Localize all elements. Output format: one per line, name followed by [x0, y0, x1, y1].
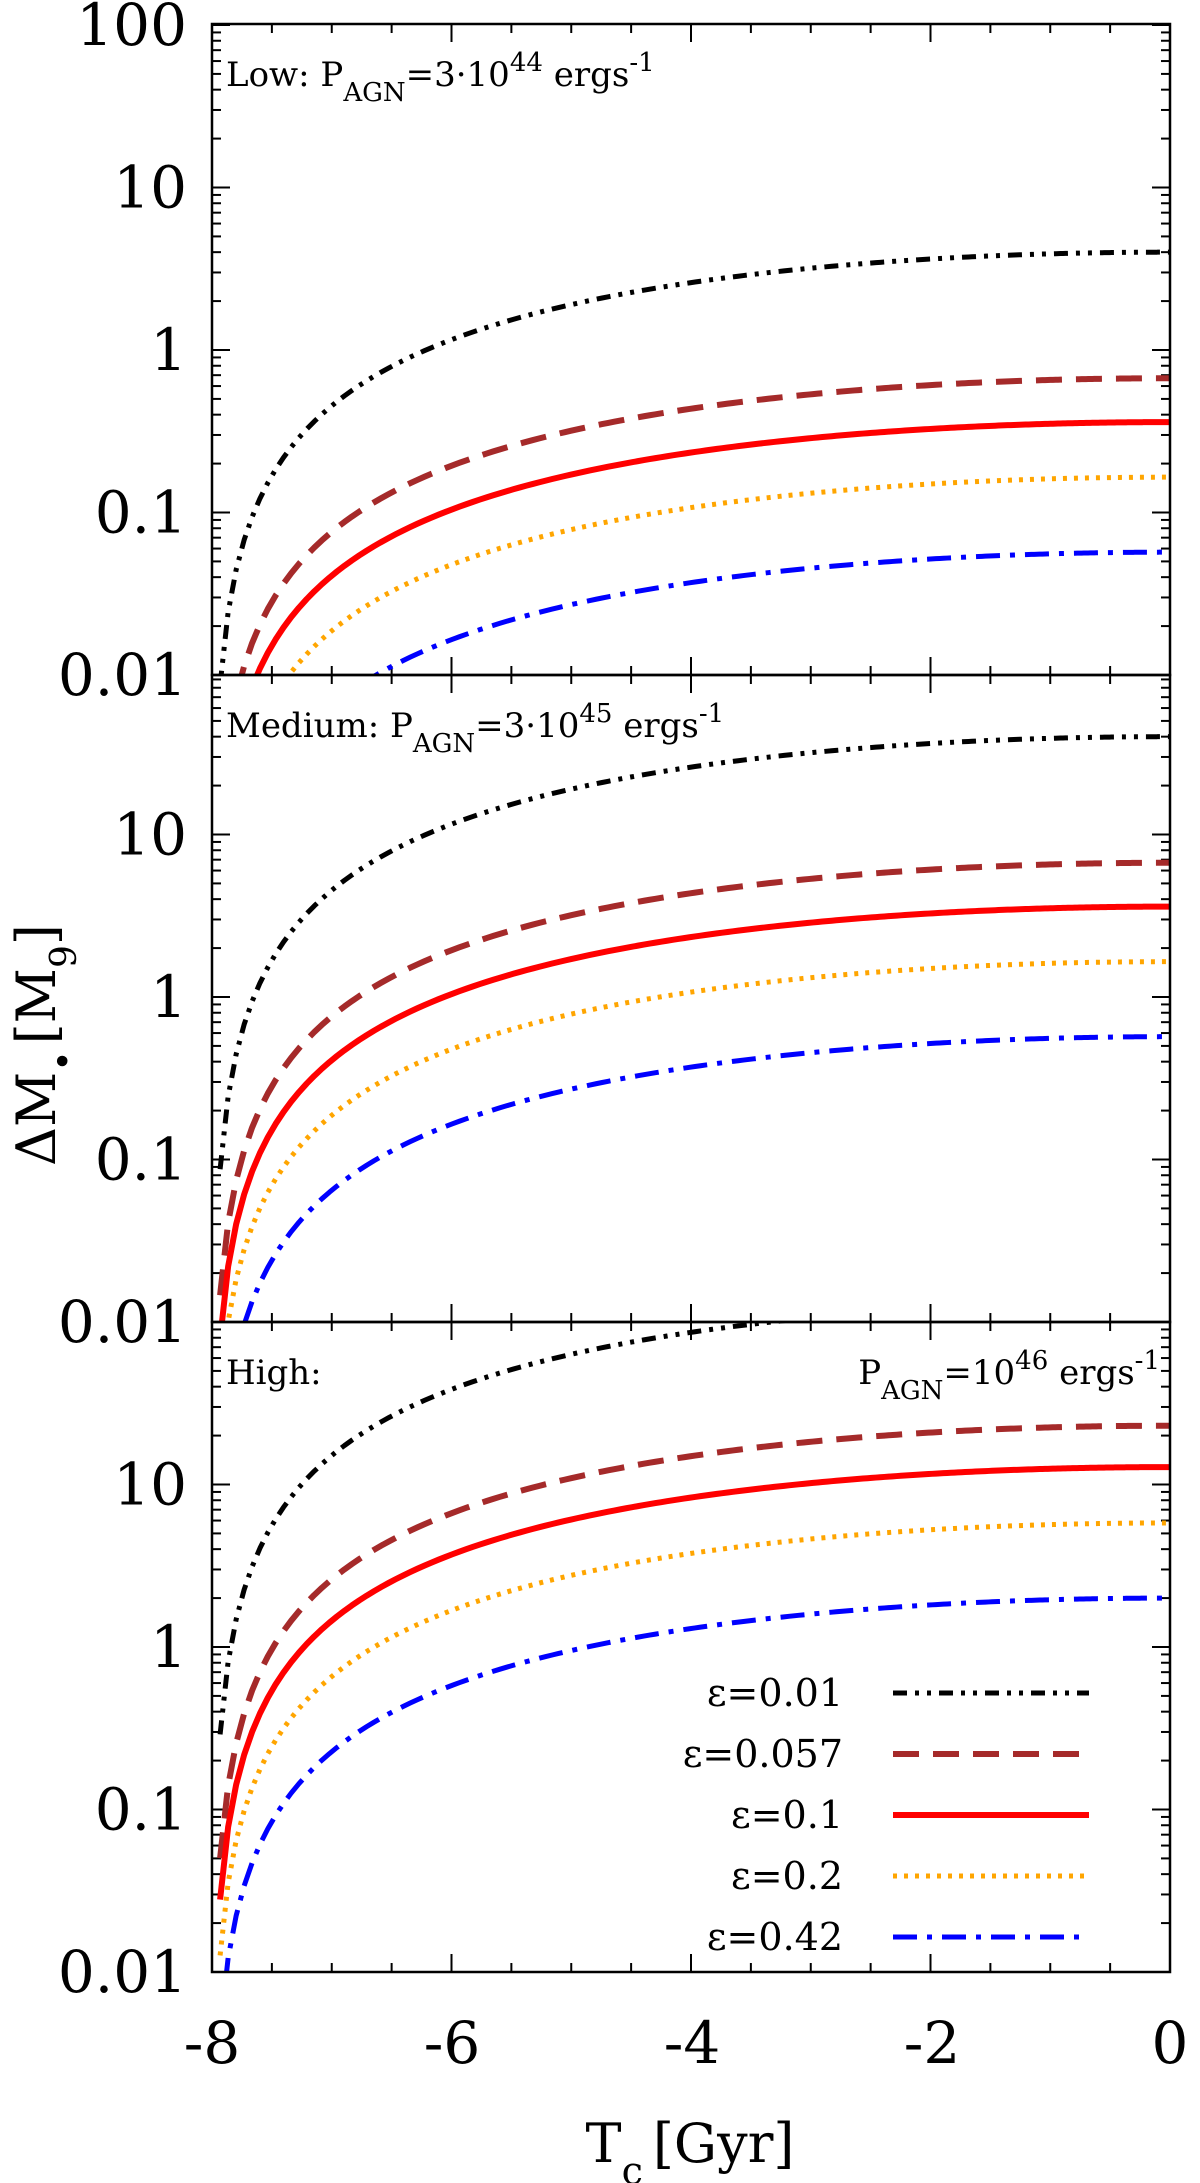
x-tick-label: -4 — [664, 2009, 721, 2077]
curves — [217, 1322, 1170, 1972]
power-unit: ergs — [1048, 1353, 1134, 1393]
legend-label: ε=0.1 — [731, 1793, 843, 1837]
legend-label: ε=0.057 — [683, 1732, 843, 1776]
y-tick-label: 0.01 — [58, 1938, 187, 2006]
y-tick-label: 10 — [113, 1451, 187, 1519]
series-line-5 — [242, 1034, 1170, 1322]
legend-label: ε=0.01 — [707, 1671, 843, 1715]
x-tick-label: -6 — [424, 2009, 481, 2077]
power-sub: AGN — [880, 1376, 943, 1406]
series-line-4 — [285, 474, 1170, 675]
panel-label: Medium: PAGN=3·1045 ergs-1 — [226, 699, 724, 759]
y-tick-label: 1 — [150, 1613, 187, 1681]
power-p: P — [858, 1353, 881, 1393]
power-value: =3·10 — [475, 706, 579, 746]
y-tick-label: 0.01 — [58, 641, 187, 709]
power-unit-exp: -1 — [1135, 1346, 1160, 1376]
y-tick-label: 100 — [76, 0, 187, 59]
series-line-2 — [217, 1422, 1170, 1859]
power-sub: AGN — [342, 78, 405, 108]
y-tick-label: 0.01 — [58, 1288, 187, 1356]
curves — [218, 249, 1170, 675]
panel-power-label: PAGN=1046 ergs-1 — [858, 1346, 1160, 1406]
power-value: =10 — [943, 1353, 1015, 1393]
y-tick-label: 0.1 — [95, 1126, 187, 1194]
panel-frame — [210, 22, 1172, 677]
series-line-3 — [218, 903, 1170, 1322]
power-p: P — [390, 706, 413, 746]
power-p: P — [320, 55, 343, 95]
y-axis-label: ΔM•[M9] — [5, 924, 85, 1166]
y-tick-label: 10 — [113, 154, 187, 222]
power-unit: ergs — [543, 55, 629, 95]
y-tick-label: 0.1 — [95, 479, 187, 547]
power-value: =3·10 — [406, 55, 510, 95]
legend-label: ε=0.42 — [707, 1915, 843, 1959]
series-line-1 — [217, 734, 1170, 1170]
power-exp: 44 — [510, 48, 543, 78]
series-line-2 — [217, 859, 1170, 1296]
y-tick-label: 0.1 — [95, 1776, 187, 1844]
legend-label: ε=0.2 — [731, 1854, 843, 1898]
x-axis-label: Tc [Gyr] — [586, 2112, 795, 2183]
power-unit: ergs — [612, 706, 698, 746]
y-tick-label: 10 — [113, 801, 187, 869]
power-unit-exp: -1 — [629, 48, 654, 78]
panel-2: 10 1 0.1 0.01 Medium: PAGN=3·1045 ergs-1 — [58, 673, 1172, 1356]
power-unit-exp: -1 — [699, 699, 724, 729]
panel-3: 10 1 0.1 0.01 High: PAGN=1046 ergs-1 — [58, 1320, 1172, 2006]
series-line-1 — [218, 249, 1170, 675]
x-tick-label: -2 — [904, 2009, 961, 2077]
power-exp: 46 — [1015, 1346, 1048, 1376]
series-line-3 — [253, 419, 1170, 675]
panel-label: High: — [226, 1353, 322, 1393]
x-tick-label: -8 — [184, 2009, 241, 2077]
panel-label: Low: PAGN=3·1044 ergs-1 — [226, 48, 655, 108]
power-exp: 45 — [579, 699, 612, 729]
panel-frame — [210, 1320, 1172, 1974]
y-tick-label: 1 — [150, 963, 187, 1031]
x-tick-label: 0 — [1152, 2009, 1189, 2077]
curves — [217, 734, 1170, 1322]
panel-label-name: High: — [226, 1353, 322, 1393]
series-line-2 — [238, 375, 1170, 675]
series-line-5 — [371, 549, 1170, 675]
series-line-3 — [217, 1464, 1170, 1900]
panel-1: 100 10 1 0.1 0.01 Low: PAGN=3·1044 ergs-1 — [58, 0, 1172, 709]
legend: ε=0.01 ε=0.057 ε=0.1 ε=0.2 ε=0.42 — [683, 1671, 1089, 1959]
panel-label-name: Low: — [226, 55, 320, 95]
power-sub: AGN — [412, 729, 475, 759]
x-tick-labels: -8 -6 -4 -2 0 — [184, 2009, 1189, 2077]
panel-label-name: Medium: — [226, 706, 390, 746]
y-tick-label: 1 — [150, 316, 187, 384]
series-line-5 — [224, 1595, 1170, 1972]
